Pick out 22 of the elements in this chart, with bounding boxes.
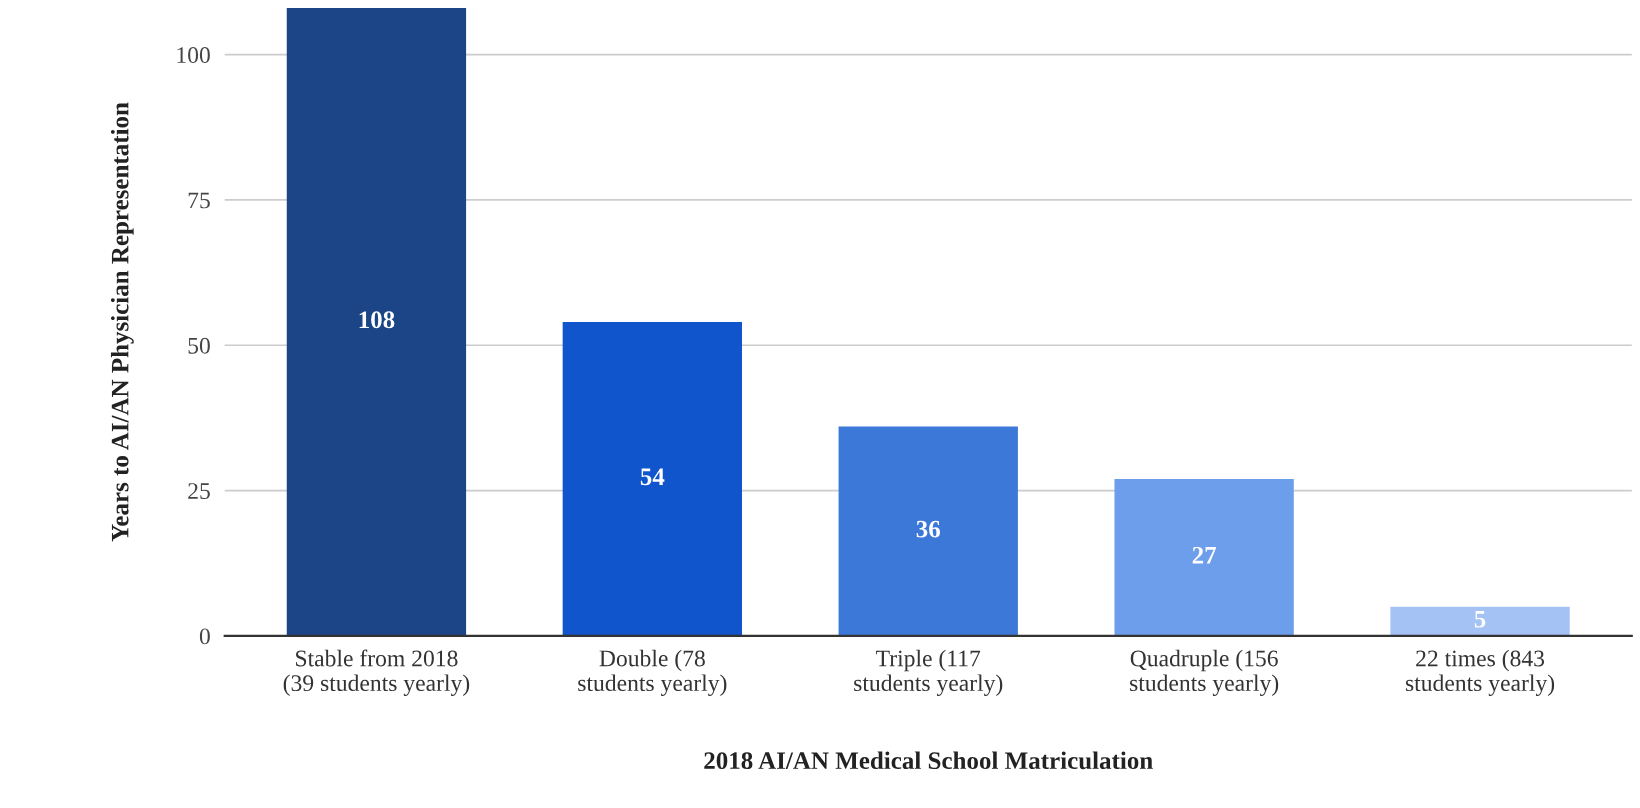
data-label: 27 xyxy=(1192,546,1217,564)
bar xyxy=(1114,478,1294,636)
x-tick-label: Triple (117 students yearly) xyxy=(854,649,1003,696)
data-label: 5 xyxy=(1474,611,1486,628)
y-tick-label: 50 xyxy=(188,337,210,354)
y-tick-label: 25 xyxy=(188,483,210,499)
data-label: 54 xyxy=(640,468,665,486)
bar xyxy=(1390,606,1570,636)
x-tick-label: Quadruple (156 students yearly) xyxy=(1130,649,1279,696)
y-tick-label: 75 xyxy=(188,192,210,209)
data-label: 36 xyxy=(916,520,941,538)
bar xyxy=(286,8,467,636)
bar xyxy=(838,426,1018,636)
x-axis-title: 2018 AI/AN Medical School Matriculation xyxy=(704,751,1153,770)
x-tick-label: Stable from 2018 (39 students yearly) xyxy=(283,649,470,696)
data-label: 108 xyxy=(359,311,395,329)
x-tick-label: Double (78 students yearly) xyxy=(578,649,727,696)
y-axis-title: Years to AI/AN Physician Representation xyxy=(110,102,134,542)
y-tick-label: 100 xyxy=(177,47,210,64)
x-tick-label: 22 times (843 students yearly) xyxy=(1405,649,1555,696)
y-tick-label: 0 xyxy=(199,628,210,645)
bar xyxy=(562,321,742,636)
